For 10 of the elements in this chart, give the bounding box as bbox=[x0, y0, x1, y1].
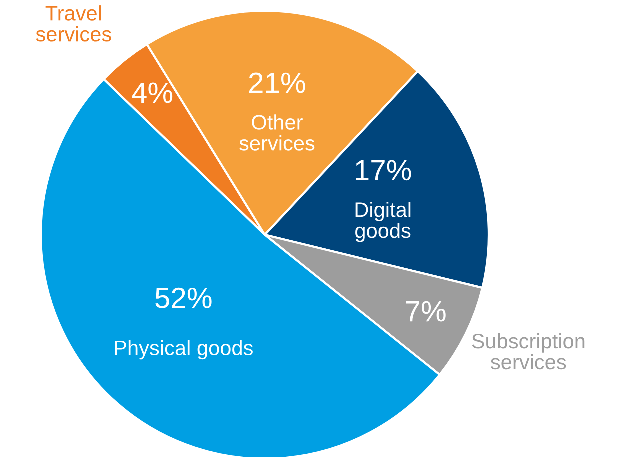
data-label: 17% bbox=[356, 160, 412, 181]
slice-label: Digital goods bbox=[356, 202, 411, 242]
slice-label: Other services bbox=[240, 114, 315, 151]
slice-label: Physical goods bbox=[115, 340, 253, 360]
data-label: 7% bbox=[406, 301, 446, 322]
slice-label: Travel services bbox=[36, 6, 112, 42]
data-label: 52% bbox=[156, 288, 212, 308]
data-label: 21% bbox=[249, 72, 306, 94]
data-label: 4% bbox=[132, 82, 173, 104]
slice-label: Subscription services bbox=[472, 333, 585, 370]
